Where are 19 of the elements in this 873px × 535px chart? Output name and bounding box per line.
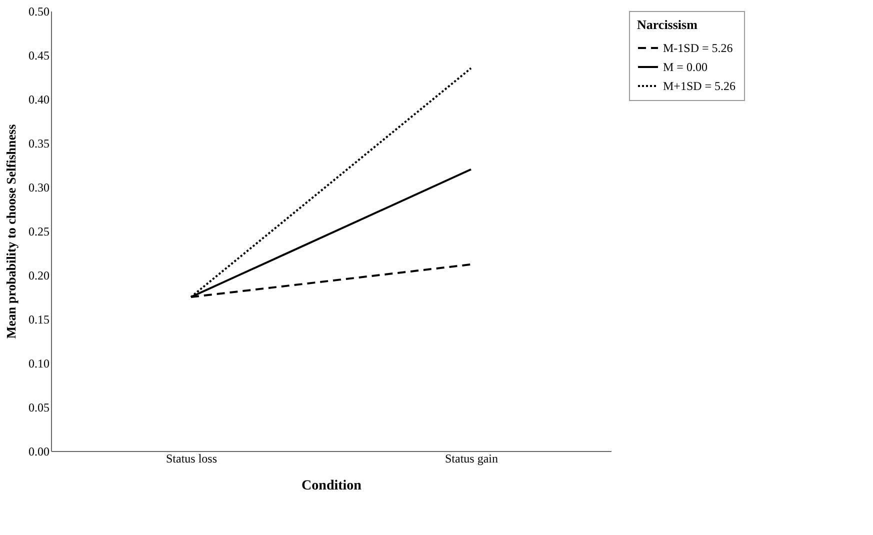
legend-label: M = 0.00 [663,60,708,74]
x-tick-label: Status loss [166,452,218,466]
y-tick-label: 0.00 [28,444,50,458]
y-tick-label: 0.45 [28,48,50,62]
x-axis-title: Condition [302,478,362,494]
y-tick-label: 0.05 [28,400,50,414]
legend-title: Narcissism [637,17,698,32]
y-tick-label: 0.25 [28,224,50,238]
y-axis-title: Mean probability to choose Selfishness [4,124,18,339]
legend-label: M-1SD = 5.26 [663,41,733,55]
y-tick-label: 0.50 [28,4,50,18]
legend-label: M+1SD = 5.26 [663,79,736,93]
x-tick-label: Status gain [445,452,498,466]
y-tick-label: 0.40 [28,92,50,106]
y-tick-label: 0.20 [28,268,50,282]
y-tick-label: 0.35 [28,136,50,150]
y-tick-label: 0.30 [28,180,50,194]
y-tick-label: 0.10 [28,356,50,370]
y-tick-label: 0.15 [28,312,50,326]
